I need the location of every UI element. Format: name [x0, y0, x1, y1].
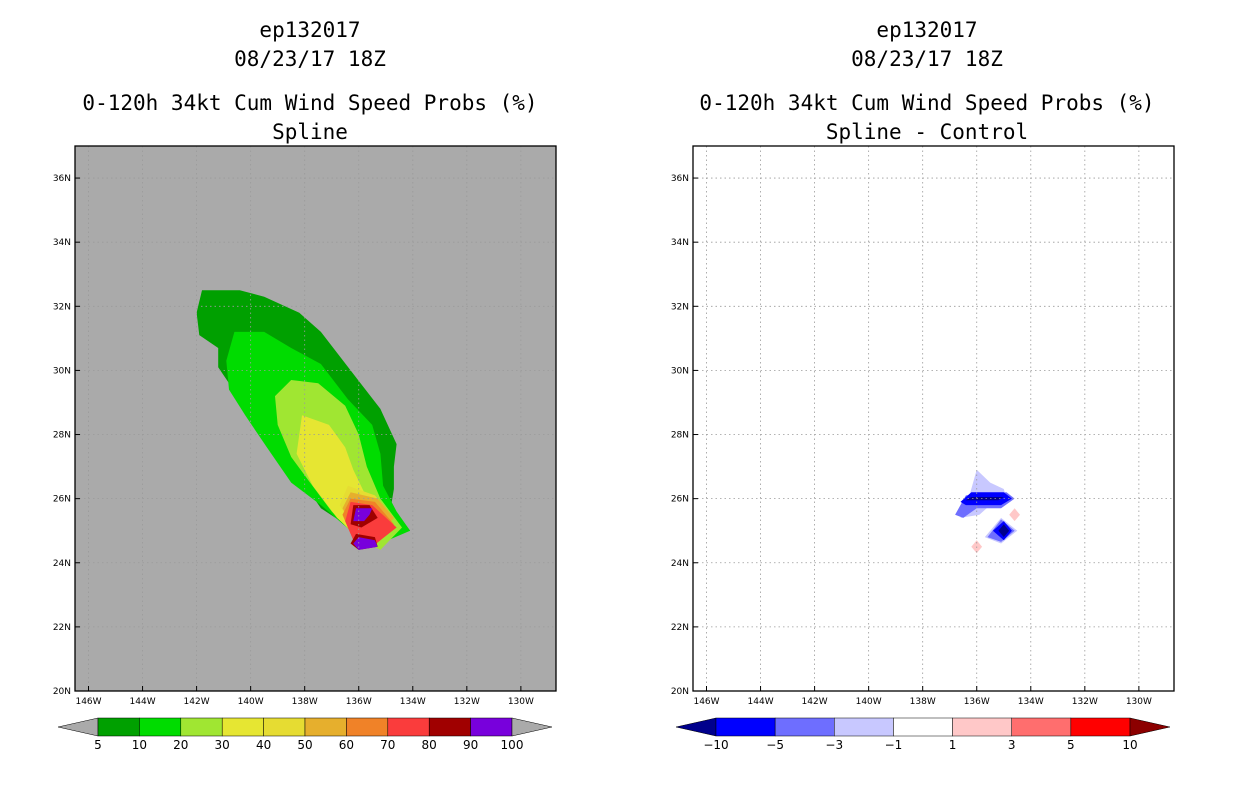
colorbar-swatch [304, 717, 347, 737]
x-tick-label: 132W [454, 697, 480, 707]
x-tick-label: 146W [693, 697, 719, 707]
plot-frame [74, 145, 557, 692]
colorbar-label: 100 [501, 738, 524, 752]
x-tick-label: 140W [856, 697, 882, 707]
x-tick-label: 130W [1126, 697, 1152, 707]
plot-area [693, 146, 1174, 691]
y-tick-label: 26N [671, 495, 689, 505]
y-tick-label: 28N [671, 431, 689, 441]
colorbar-swatch [387, 717, 430, 737]
contour--10 [998, 524, 1010, 538]
left-title-product: 0-120h 34kt Cum Wind Speed Probs (%) [82, 91, 537, 115]
y-tick-label: 34N [53, 238, 71, 248]
x-tick-label: 144W [748, 697, 774, 707]
y-tick-label: 30N [671, 366, 689, 376]
y-tick-label: 20N [53, 687, 71, 697]
colorbar-swatch [774, 717, 835, 737]
colorbar-swatch [139, 717, 182, 737]
left-title-method: Spline [272, 120, 348, 144]
colorbar-label: −5 [766, 738, 784, 752]
colorbar-label: 20 [173, 738, 188, 752]
right-map-panel: 146W 144W 142W 140W 138W 136W 134W 132W 130W 20N 2… [671, 145, 1175, 707]
y-tick-label: 22N [671, 623, 689, 633]
colorbar-label: 1 [949, 738, 957, 752]
colorbar-label: 3 [1008, 738, 1016, 752]
y-tick-label: 24N [671, 559, 689, 569]
x-tick-label: 136W [964, 697, 990, 707]
colorbar-under-triangle [675, 717, 717, 737]
right-title-storm: ep132017 [876, 18, 977, 42]
right-title-method: Spline - Control [826, 120, 1028, 144]
left-title-storm: ep132017 [259, 18, 360, 42]
y-tick-label: 32N [53, 302, 71, 312]
colorbar-over-triangle [1129, 717, 1171, 737]
y-tick-label: 22N [53, 623, 71, 633]
colorbar-label: 80 [422, 738, 437, 752]
colorbar-label: 60 [339, 738, 354, 752]
contour-1 [1009, 508, 1020, 522]
right-title-product: 0-120h 34kt Cum Wind Speed Probs (%) [699, 91, 1154, 115]
x-tick-label: 144W [130, 697, 156, 707]
colorbar-swatch [834, 717, 894, 737]
x-tick-label: 138W [910, 697, 936, 707]
colorbar-label: 10 [1122, 738, 1137, 752]
colorbar-label: 70 [380, 738, 395, 752]
right-title-date: 08/23/17 18Z [851, 47, 1003, 71]
x-tick-label: 138W [292, 697, 318, 707]
colorbar-swatch [470, 717, 513, 737]
x-tick-label: 136W [346, 697, 372, 707]
y-tick-label: 20N [671, 687, 689, 697]
right-colorbar: −10 −5 −3 −1 1 3 5 10 [675, 717, 1171, 752]
colorbar-label: 90 [463, 738, 478, 752]
x-tick-label: 134W [400, 697, 426, 707]
colorbar-over-triangle [511, 717, 553, 737]
y-tick-label: 32N [671, 302, 689, 312]
colorbar-under-triangle [57, 717, 99, 737]
colorbar-label: −10 [703, 738, 728, 752]
contour-90 [353, 508, 373, 522]
colorbar-swatch [263, 717, 306, 737]
colorbar-swatch [221, 717, 264, 737]
colorbar-label: −1 [885, 738, 903, 752]
colorbar-swatch [346, 717, 389, 737]
y-tick-label: 36N [671, 174, 689, 184]
y-tick-label: 24N [53, 559, 71, 569]
y-tick-label: 26N [53, 495, 71, 505]
x-tick-label: 132W [1072, 697, 1098, 707]
contour--10 [965, 497, 1004, 501]
x-tick-label: 134W [1018, 697, 1044, 707]
left-title-date: 08/23/17 18Z [234, 47, 386, 71]
colorbar-swatch [428, 717, 471, 737]
colorbar-swatch [97, 717, 140, 737]
colorbar-label: 5 [94, 738, 102, 752]
colorbar-label: 5 [1067, 738, 1075, 752]
colorbar-swatch [893, 717, 953, 737]
colorbar-swatch [952, 717, 1012, 737]
x-tick-label: 140W [238, 697, 264, 707]
y-tick-label: 28N [53, 431, 71, 441]
plot-frame [692, 145, 1175, 692]
x-tick-label: 146W [75, 697, 101, 707]
y-tick-label: 30N [53, 366, 71, 376]
left-map-panel: 146W 144W 142W 140W 138W 136W 134W 132W 130W 20N 2… [53, 145, 557, 707]
colorbar-label: −3 [825, 738, 843, 752]
colorbar-label: 50 [297, 738, 312, 752]
contour-90 [353, 537, 378, 550]
x-tick-label: 130W [508, 697, 534, 707]
colorbar-swatch [1011, 717, 1072, 737]
left-colorbar: 5 10 20 30 40 50 60 70 80 90 100 [57, 717, 553, 752]
colorbar-swatch [1070, 717, 1131, 737]
colorbar-label: 30 [215, 738, 230, 752]
y-tick-label: 34N [671, 238, 689, 248]
x-tick-label: 142W [802, 697, 828, 707]
y-tick-label: 36N [53, 174, 71, 184]
colorbar-label: 40 [256, 738, 271, 752]
colorbar-swatch [180, 717, 223, 737]
colorbar-label: 10 [132, 738, 147, 752]
colorbar-swatch [715, 717, 776, 737]
x-tick-label: 142W [184, 697, 210, 707]
